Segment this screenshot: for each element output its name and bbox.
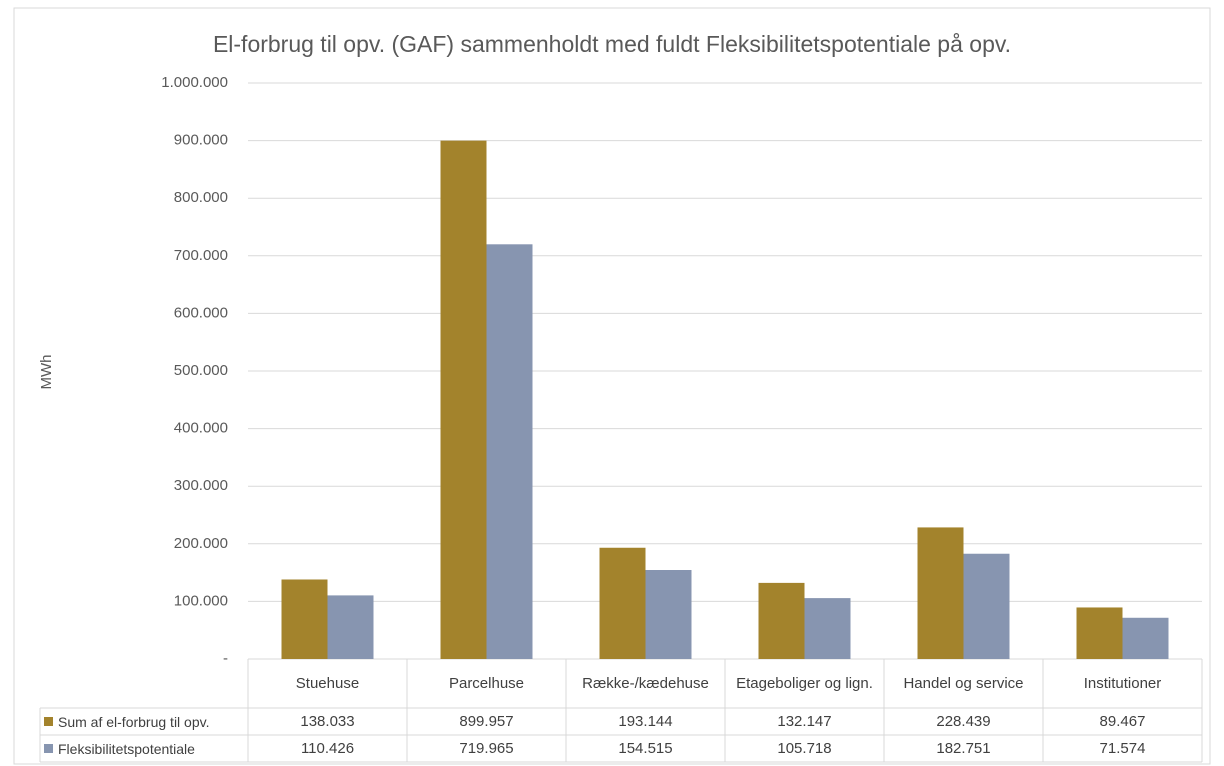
category-label: Institutioner — [1083, 674, 1162, 692]
bar — [917, 527, 964, 659]
legend-label: Fleksibilitetspotentiale — [58, 740, 195, 757]
chart-border — [13, 7, 1211, 765]
bar — [1076, 607, 1123, 659]
category-label: Handel og service — [903, 674, 1024, 692]
legend-label: Sum af el-forbrug til opv. — [58, 713, 210, 730]
bar — [963, 553, 1010, 659]
data-label: 138.033 — [300, 712, 355, 730]
bar — [804, 598, 851, 659]
data-label: 182.751 — [936, 739, 991, 757]
data-label: 89.467 — [1099, 712, 1146, 730]
y-tick-label: 900.000 — [174, 132, 228, 149]
category-label: Etageboliger og lign. — [736, 674, 873, 692]
y-tick-label: 800.000 — [174, 189, 228, 206]
category-label: Række-/kædehuse — [582, 674, 709, 692]
chart-title: El-forbrug til opv. (GAF) sammenholdt me… — [213, 31, 1011, 57]
bar — [758, 582, 805, 659]
legend-entry: Fleksibilitetspotentiale — [40, 735, 248, 762]
bar — [327, 595, 374, 659]
data-label: 110.426 — [300, 739, 355, 757]
bar — [1122, 617, 1169, 659]
data-label: 105.718 — [777, 739, 832, 757]
y-tick-label: 200.000 — [174, 535, 228, 552]
bar — [440, 140, 487, 660]
bar — [645, 569, 692, 659]
data-label: 719.965 — [459, 739, 514, 757]
bar — [281, 579, 328, 659]
data-label: 228.439 — [936, 712, 991, 730]
legend-entry: Sum af el-forbrug til opv. — [40, 708, 248, 735]
legend-key — [44, 717, 53, 726]
data-label: 71.574 — [1099, 739, 1146, 757]
y-tick-label: 400.000 — [174, 420, 228, 437]
category-label: Stuehuse — [295, 674, 360, 692]
data-label: 154.515 — [618, 739, 673, 757]
data-label: 193.144 — [618, 712, 673, 730]
y-tick-label: 500.000 — [174, 362, 228, 379]
data-label: 899.957 — [459, 712, 514, 730]
bar — [599, 547, 646, 659]
y-tick-label: 600.000 — [174, 304, 228, 321]
bar — [486, 244, 533, 659]
y-tick-label: 100.000 — [174, 592, 228, 609]
y-tick-label: - — [223, 650, 228, 667]
y-tick-label: 1.000.000 — [161, 74, 228, 91]
category-label: Parcelhuse — [448, 674, 525, 692]
data-label: 132.147 — [777, 712, 832, 730]
y-tick-label: 300.000 — [174, 477, 228, 494]
y-tick-label: 700.000 — [174, 247, 228, 264]
legend-key — [44, 744, 53, 753]
y-axis-label: MWh — [38, 355, 55, 390]
